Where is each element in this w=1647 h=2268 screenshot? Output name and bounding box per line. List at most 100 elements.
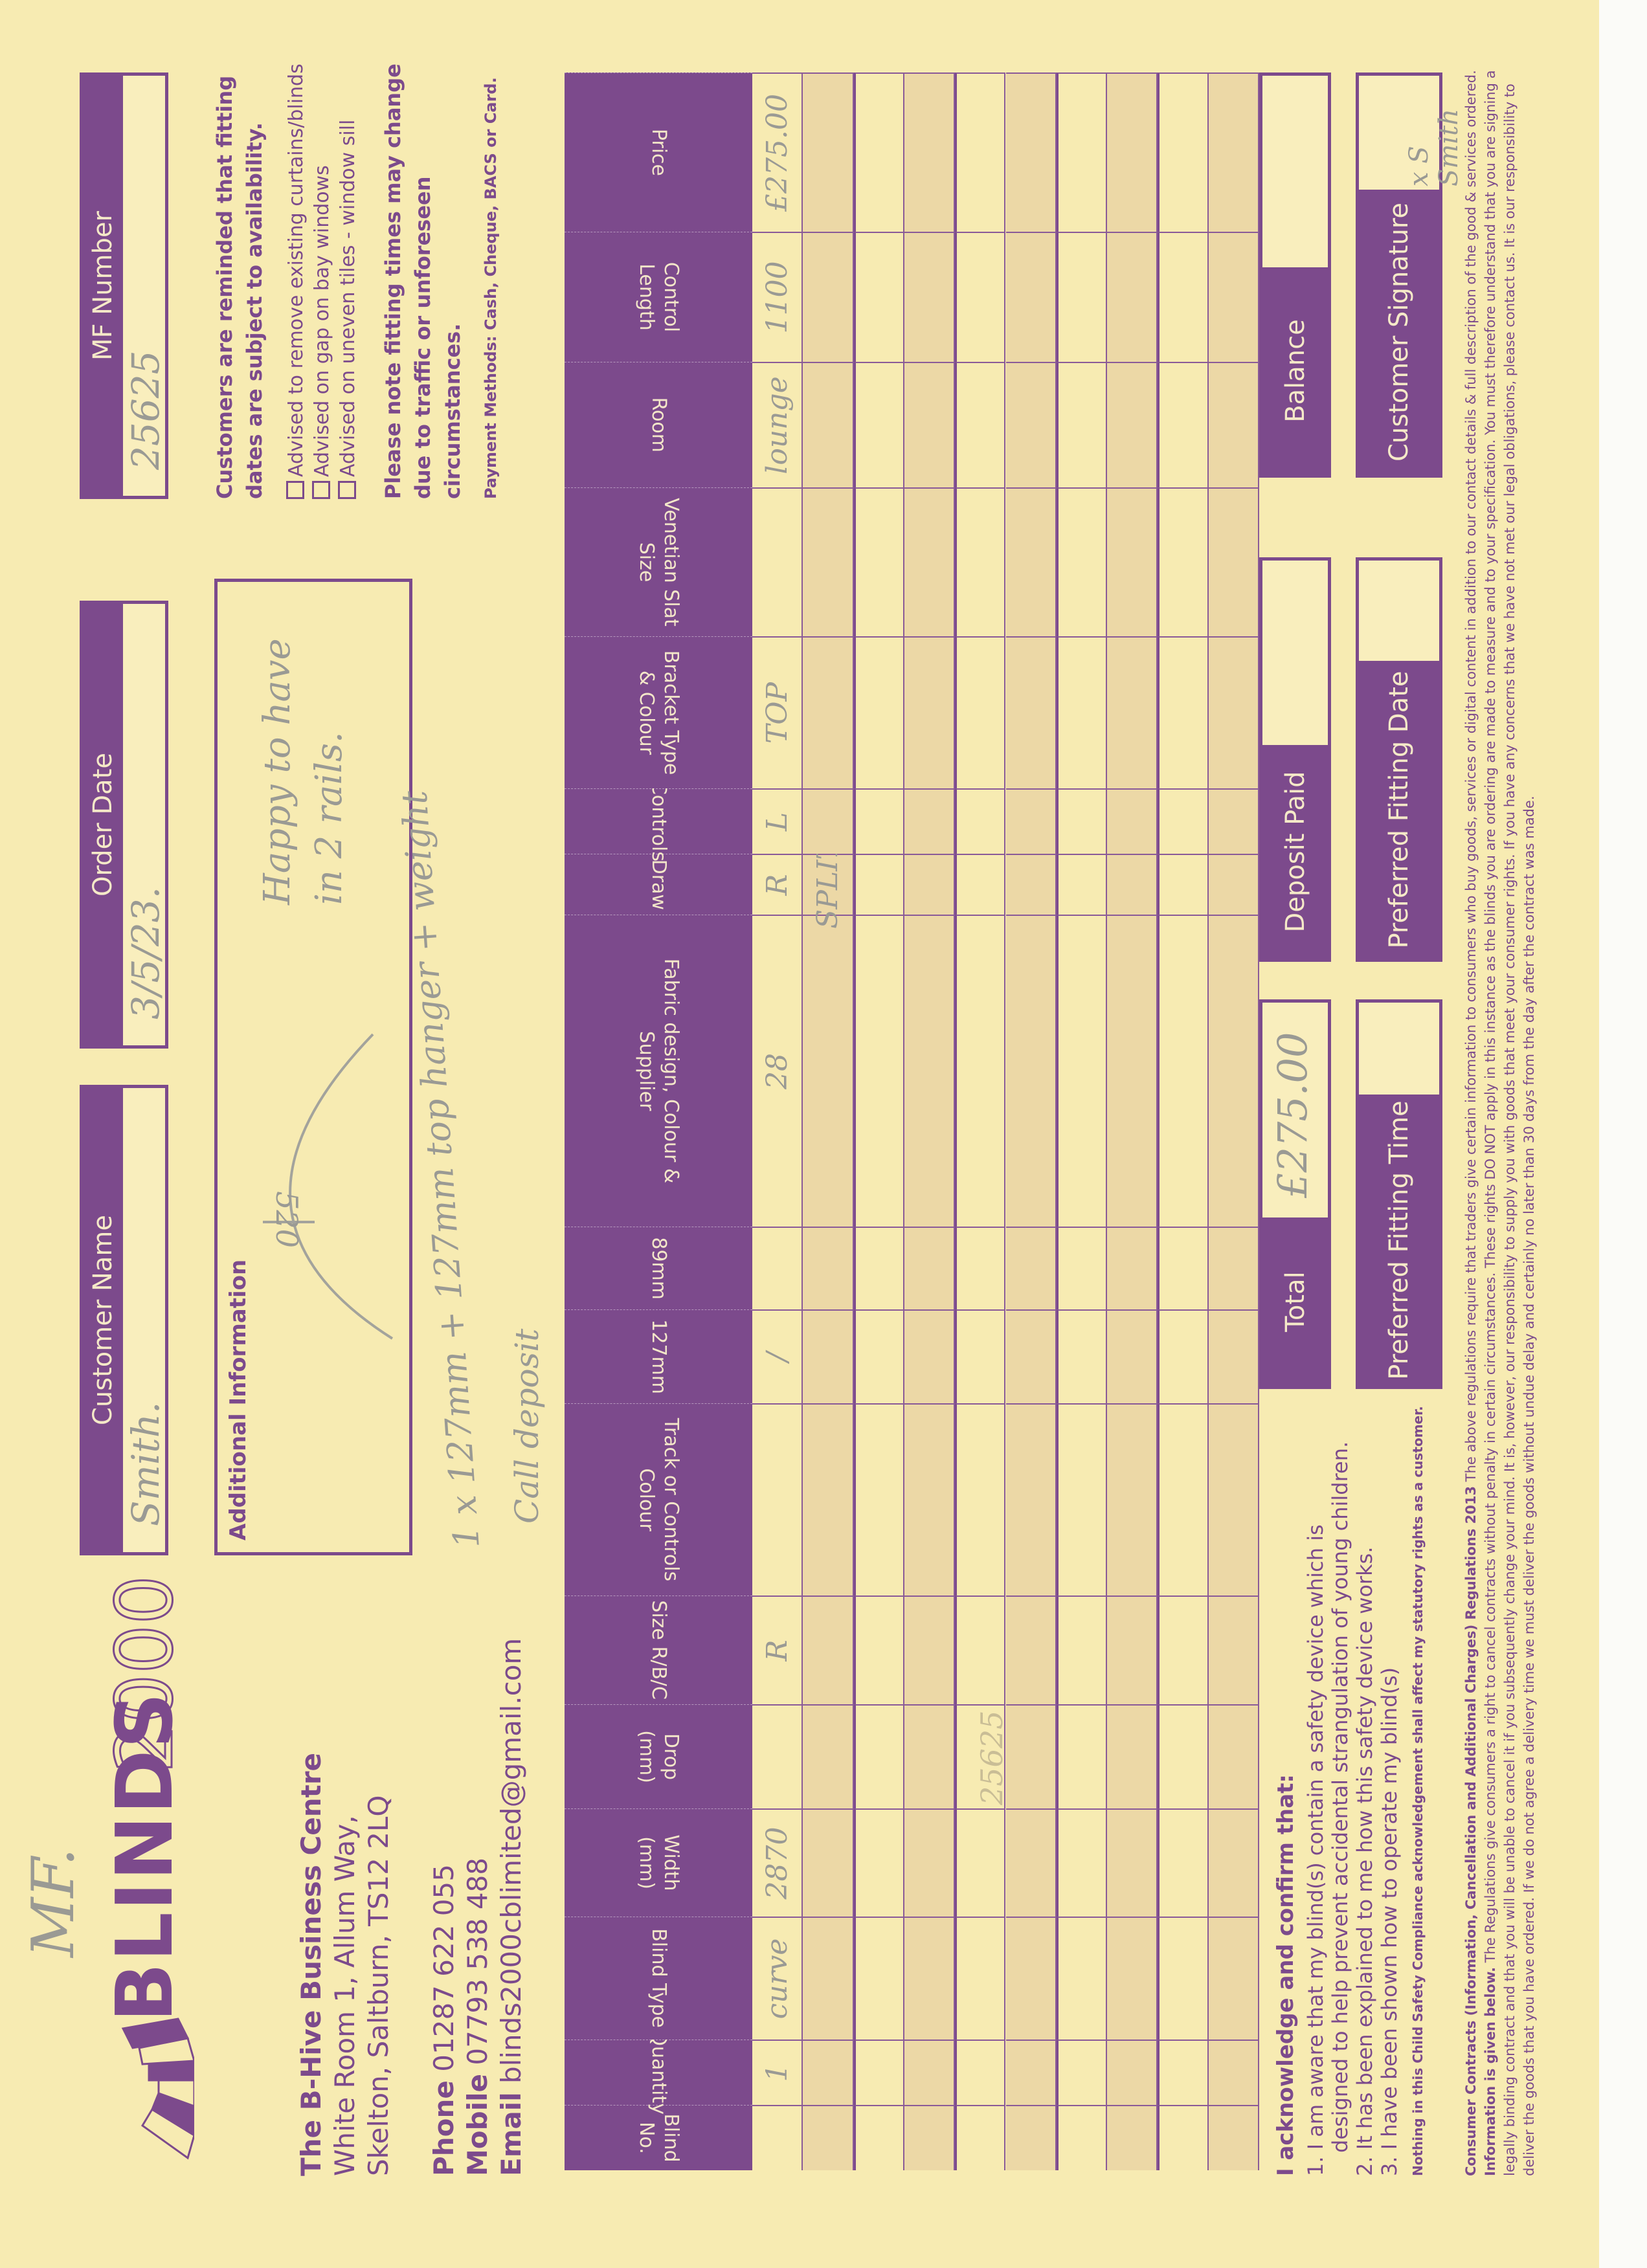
table-cell[interactable] (955, 1227, 1006, 1309)
table-cell[interactable] (955, 1917, 1006, 2040)
table-cell[interactable] (1056, 2040, 1108, 2105)
table-cell[interactable] (904, 915, 956, 1227)
table-cell[interactable] (1208, 1595, 1259, 1704)
email-value[interactable]: blinds2000cblimited@gmail.com (495, 1638, 527, 2084)
table-cell[interactable] (1208, 1704, 1259, 1808)
table-cell[interactable] (803, 232, 854, 362)
order-date-field[interactable]: Order Date 3/5/23. (80, 601, 168, 1049)
table-cell[interactable]: £275.00 (752, 72, 803, 232)
table-cell[interactable] (1158, 362, 1209, 487)
table-cell[interactable] (955, 487, 1006, 636)
table-cell[interactable] (1208, 636, 1259, 788)
table-cell[interactable] (1056, 232, 1108, 362)
table-cell[interactable] (853, 2105, 904, 2170)
table-cell[interactable] (803, 1595, 854, 1704)
table-cell[interactable] (1107, 1808, 1158, 1917)
table-cell[interactable] (904, 854, 956, 915)
table-cell[interactable] (1005, 1595, 1057, 1704)
table-cell[interactable] (1208, 487, 1259, 636)
table-cell[interactable]: SPLIT (803, 841, 854, 929)
table-cell[interactable] (1056, 1704, 1108, 1808)
table-cell[interactable] (1056, 636, 1108, 788)
table-cell[interactable] (1158, 2040, 1209, 2105)
table-cell[interactable] (1005, 1227, 1057, 1309)
table-cell[interactable] (853, 788, 904, 854)
table-cell[interactable]: 28 (752, 915, 803, 1227)
table-cell[interactable] (904, 1403, 956, 1595)
table-cell[interactable] (1208, 1309, 1259, 1403)
table-cell[interactable] (1158, 1704, 1209, 1808)
table-cell[interactable] (1208, 1403, 1259, 1595)
table-cell[interactable] (955, 636, 1006, 788)
total-field[interactable]: Total £275.00 (1259, 999, 1331, 1389)
table-cell[interactable] (1107, 232, 1158, 362)
table-cell[interactable]: curve (752, 1917, 803, 2040)
table-cell[interactable] (1107, 1595, 1158, 1704)
table-cell[interactable] (1005, 1403, 1057, 1595)
table-cell[interactable] (904, 1808, 956, 1917)
table-cell[interactable] (1107, 2105, 1158, 2170)
table-cell[interactable] (1208, 2040, 1259, 2105)
table-cell[interactable] (1158, 487, 1209, 636)
table-cell[interactable] (853, 232, 904, 362)
table-cell[interactable] (955, 788, 1006, 854)
table-cell[interactable] (853, 362, 904, 487)
table-cell[interactable] (955, 232, 1006, 362)
table-cell[interactable] (1158, 232, 1209, 362)
table-cell[interactable] (904, 1595, 956, 1704)
fitting-date-field[interactable]: Preferred Fitting Date (1356, 557, 1442, 962)
table-cell[interactable] (853, 1808, 904, 1917)
table-cell[interactable]: / (752, 1309, 803, 1403)
table-cell[interactable] (1208, 1808, 1259, 1917)
table-cell[interactable] (1005, 915, 1057, 1227)
table-cell[interactable] (853, 1309, 904, 1403)
table-cell[interactable] (752, 487, 803, 636)
table-cell[interactable] (803, 362, 854, 487)
table-cell[interactable] (1107, 1309, 1158, 1403)
table-cell[interactable] (853, 1227, 904, 1309)
table-cell[interactable] (1208, 232, 1259, 362)
table-cell[interactable] (1107, 2040, 1158, 2105)
table-cell[interactable] (955, 854, 1006, 915)
table-cell[interactable]: L (752, 788, 803, 854)
table-cell[interactable] (853, 72, 904, 232)
table-cell[interactable] (853, 915, 904, 1227)
fitting-time-field[interactable]: Preferred Fitting Time (1356, 999, 1442, 1389)
table-cell[interactable] (904, 72, 956, 232)
table-cell[interactable] (955, 2105, 1006, 2170)
table-cell[interactable] (1005, 2105, 1057, 2170)
table-cell[interactable] (803, 2040, 854, 2105)
table-cell[interactable] (803, 788, 854, 854)
table-cell[interactable] (1208, 1917, 1259, 2040)
table-cell[interactable] (1107, 915, 1158, 1227)
table-cell[interactable] (1107, 1917, 1158, 2040)
table-cell[interactable] (904, 1917, 956, 2040)
table-cell[interactable] (1208, 915, 1259, 1227)
table-cell[interactable] (904, 2040, 956, 2105)
table-cell[interactable] (1005, 636, 1057, 788)
table-cell[interactable] (803, 487, 854, 636)
table-cell[interactable]: R (752, 1595, 803, 1704)
checkbox-icon[interactable] (312, 481, 330, 499)
table-cell[interactable] (1056, 1917, 1108, 2040)
table-cell[interactable] (853, 487, 904, 636)
table-cell[interactable]: lounge (752, 362, 803, 487)
table-cell[interactable] (1056, 1227, 1108, 1309)
table-cell[interactable] (955, 1808, 1006, 1917)
table-cell[interactable]: TOP (752, 636, 803, 788)
table-cell[interactable] (1056, 362, 1108, 487)
table-cell[interactable] (1107, 854, 1158, 915)
table-cell[interactable] (853, 1917, 904, 2040)
table-cell[interactable] (752, 1403, 803, 1595)
table-cell[interactable] (1158, 2105, 1209, 2170)
check-uneven-tiles[interactable]: Advised on uneven tiles - window sill (335, 59, 361, 499)
table-cell[interactable] (803, 1808, 854, 1917)
table-cell[interactable] (1107, 487, 1158, 636)
table-cell[interactable] (904, 2105, 956, 2170)
table-cell[interactable] (1158, 1309, 1209, 1403)
table-cell[interactable] (1158, 1808, 1209, 1917)
balance-field[interactable]: Balance (1259, 72, 1331, 478)
table-cell[interactable] (1005, 487, 1057, 636)
table-cell[interactable] (1158, 1403, 1209, 1595)
table-cell[interactable] (1056, 788, 1108, 854)
